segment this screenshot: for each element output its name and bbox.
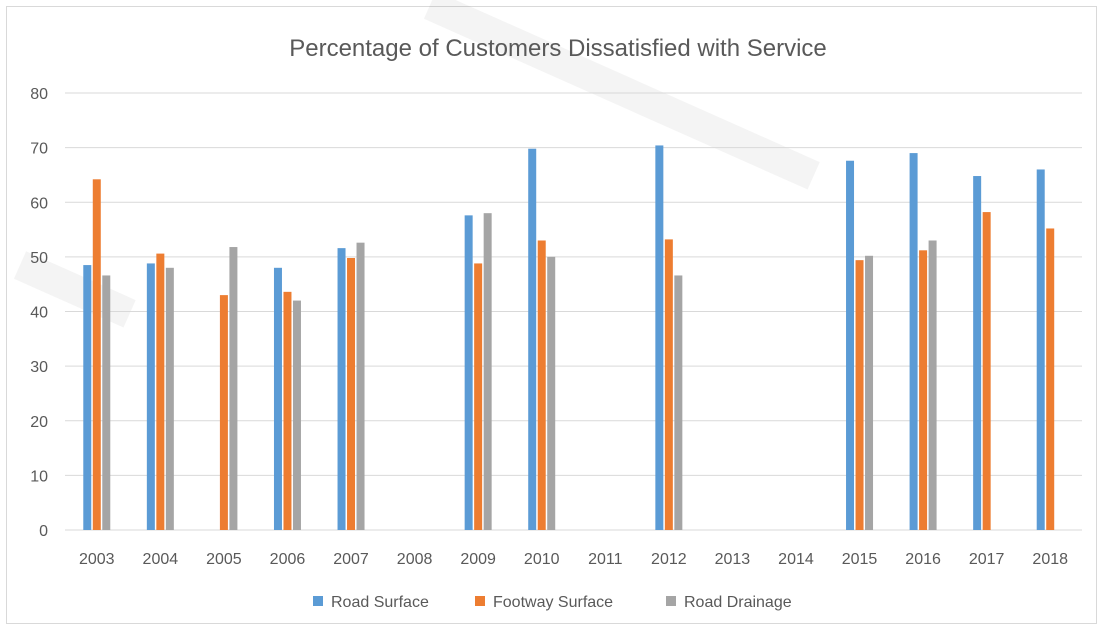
bar-footway-surface-2007 xyxy=(347,257,356,530)
bar-road-drainage-2004 xyxy=(165,267,174,530)
bar-road-drainage-2012 xyxy=(674,275,683,530)
x-tick-label: 2011 xyxy=(588,551,623,568)
x-tick-label: 2012 xyxy=(651,551,687,568)
bar-footway-surface-2017 xyxy=(982,212,991,530)
y-tick-label: 10 xyxy=(30,468,48,485)
bar-footway-surface-2012 xyxy=(664,239,673,530)
x-tick-label: 2010 xyxy=(524,551,560,568)
bar-footway-surface-2018 xyxy=(1046,228,1055,530)
x-tick-label: 2009 xyxy=(460,551,496,568)
x-tick-label: 2003 xyxy=(79,551,115,568)
chart-title: Percentage of Customers Dissatisfied wit… xyxy=(289,35,827,62)
bar-road-surface-2012 xyxy=(655,145,664,530)
bar-road-surface-2015 xyxy=(846,160,855,531)
x-tick-label: 2015 xyxy=(842,551,878,568)
y-tick-label: 0 xyxy=(39,523,48,540)
y-tick-label: 70 xyxy=(30,141,48,158)
bar-road-drainage-2009 xyxy=(483,213,492,531)
bar-footway-surface-2010 xyxy=(537,240,546,531)
bar-road-surface-2006 xyxy=(273,267,282,530)
x-tick-label: 2005 xyxy=(206,551,242,568)
x-axis: 2003 2004 2005 2006 2007 2008 2009 2010 2011 2012… xyxy=(79,551,1068,568)
legend-swatch xyxy=(313,596,323,606)
bar-footway-surface-2009 xyxy=(474,263,483,530)
x-tick-label: 2016 xyxy=(905,551,941,568)
bar-road-surface-2009 xyxy=(464,215,473,531)
bar-footway-surface-2006 xyxy=(283,291,292,530)
y-tick-label: 30 xyxy=(30,359,48,376)
bar-footway-surface-2004 xyxy=(156,253,165,530)
x-tick-label: 2014 xyxy=(778,551,814,568)
bar-road-drainage-2007 xyxy=(356,242,365,531)
bar-footway-surface-2015 xyxy=(855,260,864,530)
x-tick-label: 2018 xyxy=(1032,551,1068,568)
bar-road-drainage-2010 xyxy=(547,256,556,530)
y-tick-label: 80 xyxy=(30,86,48,103)
bar-road-surface-2018 xyxy=(1036,169,1045,530)
bar-road-drainage-2015 xyxy=(865,255,874,530)
x-tick-label: 2017 xyxy=(969,551,1005,568)
legend: Road Surface Footway Surface Road Drainage xyxy=(313,594,792,611)
legend-label: Footway Surface xyxy=(493,594,613,611)
bar-road-drainage-2016 xyxy=(928,240,937,531)
bar-footway-surface-2005 xyxy=(219,295,228,530)
legend-swatch xyxy=(666,596,676,606)
x-tick-label: 2006 xyxy=(270,551,306,568)
y-tick-label: 50 xyxy=(30,250,48,267)
bar-road-surface-2003 xyxy=(83,265,92,530)
bar-road-surface-2004 xyxy=(146,263,155,530)
bar-road-surface-2016 xyxy=(909,153,918,530)
legend-swatch xyxy=(475,596,485,606)
y-axis: 0 10 20 30 40 50 60 70 80 xyxy=(30,86,48,540)
bar-footway-surface-2016 xyxy=(919,250,928,530)
x-tick-label: 2008 xyxy=(397,551,433,568)
y-tick-label: 40 xyxy=(30,305,48,322)
bar-road-drainage-2005 xyxy=(229,247,238,531)
bar-road-surface-2017 xyxy=(973,176,982,530)
x-tick-label: 2007 xyxy=(333,551,369,568)
bar-road-drainage-2003 xyxy=(102,275,111,530)
x-tick-label: 2013 xyxy=(715,551,751,568)
legend-label: Road Drainage xyxy=(684,594,792,611)
bar-road-drainage-2006 xyxy=(292,300,301,530)
bar-road-surface-2010 xyxy=(528,148,537,530)
x-tick-label: 2004 xyxy=(143,551,179,568)
bar-road-surface-2007 xyxy=(337,248,346,530)
y-tick-label: 20 xyxy=(30,414,48,431)
bars xyxy=(83,145,1055,531)
bar-footway-surface-2003 xyxy=(92,179,101,530)
legend-label: Road Surface xyxy=(331,594,429,611)
y-tick-label: 60 xyxy=(30,195,48,212)
